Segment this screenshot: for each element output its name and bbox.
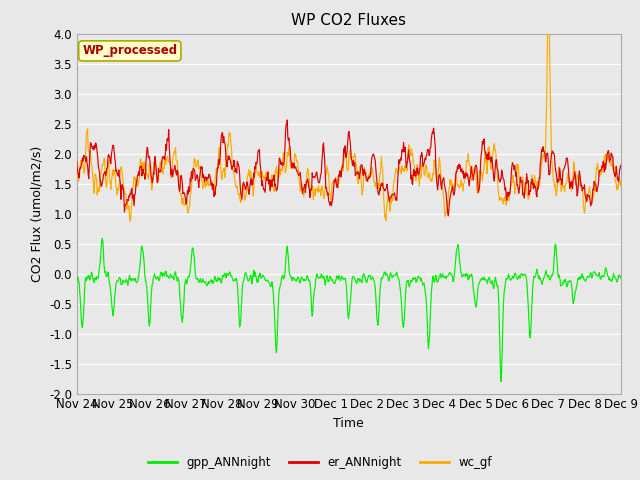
X-axis label: Time: Time	[333, 417, 364, 430]
Title: WP CO2 Fluxes: WP CO2 Fluxes	[291, 13, 406, 28]
Legend: gpp_ANNnight, er_ANNnight, wc_gf: gpp_ANNnight, er_ANNnight, wc_gf	[143, 452, 497, 474]
Y-axis label: CO2 Flux (umol/m2/s): CO2 Flux (umol/m2/s)	[30, 145, 44, 282]
Text: WP_processed: WP_processed	[82, 44, 177, 58]
